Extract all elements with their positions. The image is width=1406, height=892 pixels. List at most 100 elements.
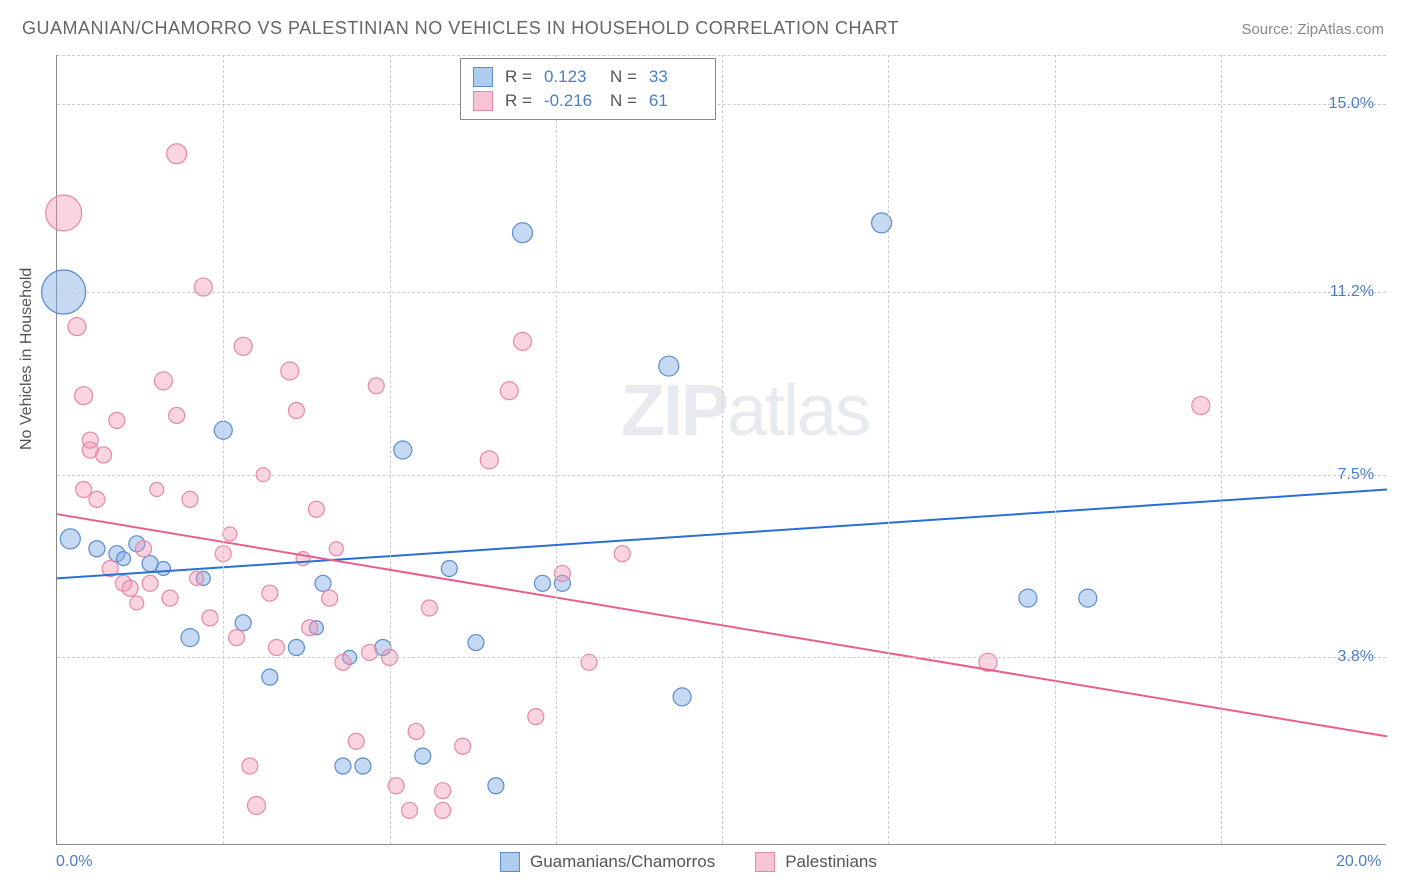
data-point-guamanian	[1079, 589, 1097, 607]
data-point-palestinian	[234, 337, 252, 355]
data-point-palestinian	[182, 491, 198, 507]
data-point-guamanian	[415, 748, 431, 764]
r-label: R =	[505, 67, 532, 87]
data-point-palestinian	[500, 382, 518, 400]
data-point-guamanian	[117, 552, 131, 566]
gridline-v	[223, 55, 224, 844]
y-axis-label: No Vehicles in Household	[18, 268, 36, 450]
data-point-guamanian	[235, 615, 251, 631]
data-point-palestinian	[455, 738, 471, 754]
data-point-guamanian	[156, 562, 170, 576]
gridline-v	[1221, 55, 1222, 844]
data-point-palestinian	[308, 501, 324, 517]
data-point-palestinian	[408, 723, 424, 739]
source-label: Source: ZipAtlas.com	[1241, 21, 1384, 38]
legend-label: Guamanians/Chamorros	[530, 852, 715, 872]
data-point-palestinian	[167, 144, 187, 164]
data-point-palestinian	[281, 362, 299, 380]
n-label: N =	[610, 91, 637, 111]
data-point-palestinian	[528, 709, 544, 725]
legend-label: Palestinians	[785, 852, 877, 872]
data-point-palestinian	[229, 630, 245, 646]
data-point-guamanian	[534, 575, 550, 591]
gridline-v	[1055, 55, 1056, 844]
data-point-palestinian	[135, 541, 151, 557]
data-point-guamanian	[468, 635, 484, 651]
data-point-palestinian	[142, 575, 158, 591]
data-point-guamanian	[60, 529, 80, 549]
r-value: -0.216	[544, 91, 598, 111]
legend-item-guamanian: Guamanians/Chamorros	[500, 852, 715, 872]
data-point-palestinian	[68, 318, 86, 336]
data-point-guamanian	[142, 556, 158, 572]
data-point-guamanian	[1019, 589, 1037, 607]
swatch-palestinian	[473, 91, 493, 111]
data-point-palestinian	[329, 542, 343, 556]
swatch-palestinian	[755, 852, 775, 872]
data-point-guamanian	[394, 441, 412, 459]
data-point-guamanian	[262, 669, 278, 685]
data-point-palestinian	[1192, 397, 1210, 415]
gridline-v	[888, 55, 889, 844]
r-label: R =	[505, 91, 532, 111]
data-point-palestinian	[46, 195, 82, 231]
data-point-palestinian	[169, 407, 185, 423]
data-point-guamanian	[181, 629, 199, 647]
data-point-guamanian	[89, 541, 105, 557]
data-point-palestinian	[75, 387, 93, 405]
data-point-palestinian	[89, 491, 105, 507]
r-value: 0.123	[544, 67, 598, 87]
data-point-palestinian	[202, 610, 218, 626]
n-value: 61	[649, 91, 703, 111]
data-point-palestinian	[96, 447, 112, 463]
data-point-palestinian	[248, 797, 266, 815]
data-point-palestinian	[288, 403, 304, 419]
data-point-palestinian	[122, 580, 138, 596]
data-point-palestinian	[190, 571, 204, 585]
data-point-palestinian	[368, 378, 384, 394]
data-point-palestinian	[162, 590, 178, 606]
y-tick-label: 7.5%	[1338, 466, 1374, 484]
x-tick-min: 0.0%	[56, 853, 92, 871]
data-point-guamanian	[355, 758, 371, 774]
n-value: 33	[649, 67, 703, 87]
swatch-guamanian	[500, 852, 520, 872]
data-point-palestinian	[150, 483, 164, 497]
data-point-guamanian	[488, 778, 504, 794]
data-point-palestinian	[614, 546, 630, 562]
data-point-palestinian	[421, 600, 437, 616]
data-point-guamanian	[673, 688, 691, 706]
y-tick-label: 11.2%	[1330, 283, 1374, 301]
data-point-guamanian	[659, 356, 679, 376]
data-point-palestinian	[435, 783, 451, 799]
data-point-palestinian	[242, 758, 258, 774]
data-point-palestinian	[76, 482, 92, 498]
gridline-v	[390, 55, 391, 844]
data-point-palestinian	[82, 432, 98, 448]
data-point-palestinian	[223, 527, 237, 541]
data-point-palestinian	[554, 565, 570, 581]
correlation-stats-legend: R = 0.123 N = 33 R = -0.216 N = 61	[460, 58, 716, 120]
chart-title: GUAMANIAN/CHAMORRO VS PALESTINIAN NO VEH…	[22, 18, 899, 39]
data-point-guamanian	[288, 640, 304, 656]
series-legend: Guamanians/Chamorros Palestinians	[500, 852, 877, 872]
data-point-palestinian	[322, 590, 338, 606]
data-point-palestinian	[268, 640, 284, 656]
data-point-palestinian	[401, 802, 417, 818]
data-point-palestinian	[388, 778, 404, 794]
data-point-palestinian	[514, 332, 532, 350]
data-point-guamanian	[315, 575, 331, 591]
data-point-palestinian	[435, 802, 451, 818]
y-tick-label: 3.8%	[1338, 648, 1374, 666]
data-point-guamanian	[513, 223, 533, 243]
data-point-palestinian	[302, 620, 318, 636]
n-label: N =	[610, 67, 637, 87]
data-point-palestinian	[194, 278, 212, 296]
data-point-palestinian	[480, 451, 498, 469]
data-point-palestinian	[262, 585, 278, 601]
data-point-palestinian	[130, 596, 144, 610]
data-point-palestinian	[109, 412, 125, 428]
stats-row-palestinian: R = -0.216 N = 61	[473, 89, 703, 113]
data-point-palestinian	[348, 733, 364, 749]
data-point-palestinian	[154, 372, 172, 390]
